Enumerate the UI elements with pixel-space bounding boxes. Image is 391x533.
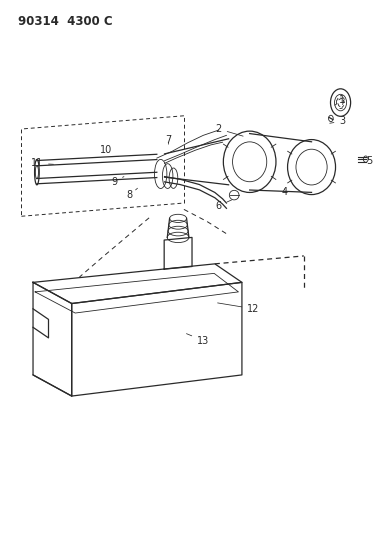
Text: 12: 12 (217, 303, 260, 314)
Text: 90314  4300 C: 90314 4300 C (18, 15, 112, 28)
Text: 6: 6 (216, 200, 231, 211)
Text: 9: 9 (111, 176, 124, 187)
Text: 7: 7 (165, 134, 172, 144)
Text: 1: 1 (335, 95, 346, 105)
Text: 13: 13 (187, 334, 209, 345)
Text: 10: 10 (100, 145, 118, 157)
Text: 2: 2 (215, 124, 243, 136)
Text: 5: 5 (362, 156, 373, 166)
Text: 3: 3 (330, 116, 346, 126)
Text: 8: 8 (127, 188, 138, 200)
Text: 11: 11 (31, 158, 54, 168)
Text: 4: 4 (282, 188, 287, 197)
